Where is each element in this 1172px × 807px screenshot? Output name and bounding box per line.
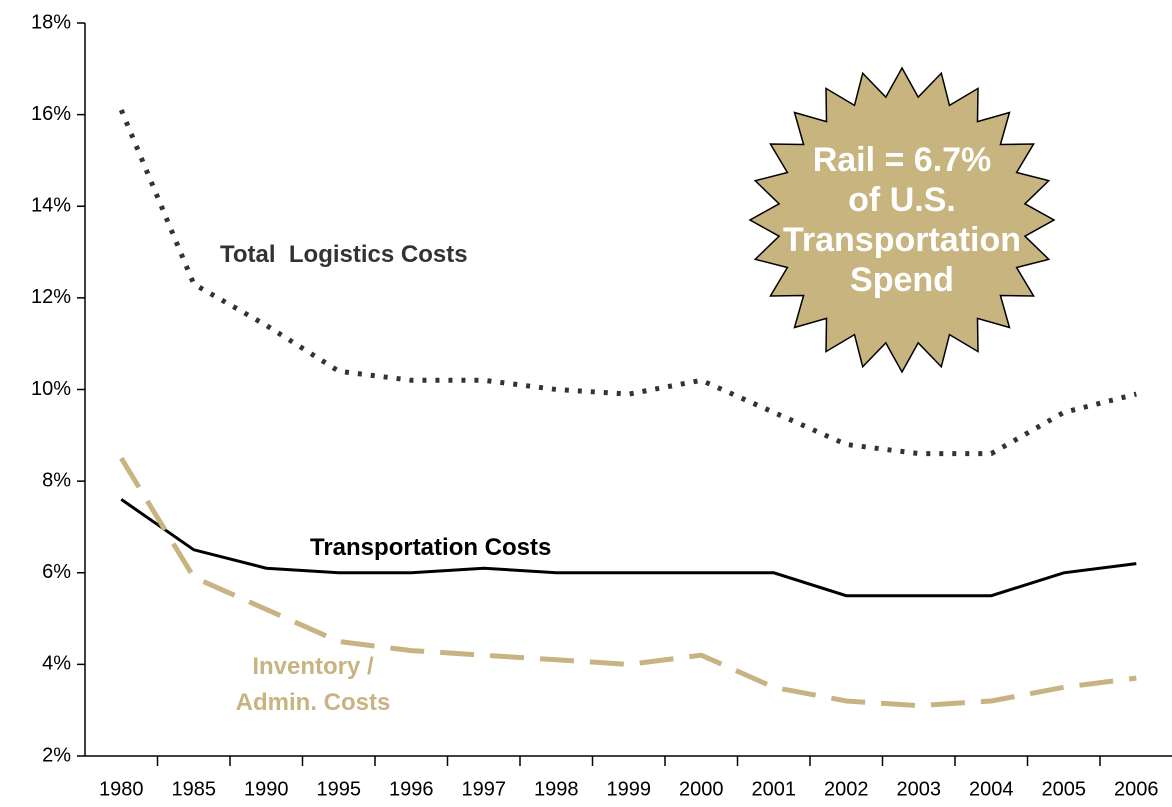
x-tick-label: 1998: [534, 778, 579, 800]
y-tick-label: 16%: [31, 103, 71, 125]
y-tick-label: 12%: [31, 286, 71, 308]
y-tick-label: 6%: [42, 561, 71, 583]
annotation-line: Transportation: [782, 221, 1022, 259]
annotation-line: Spend: [850, 261, 954, 299]
x-tick-label: 1999: [607, 778, 652, 800]
x-tick-label: 2001: [752, 778, 797, 800]
series-label: Total Logistics Costs: [220, 241, 468, 268]
series-line: [118, 109, 1137, 457]
y-tick-label: 10%: [31, 378, 71, 400]
x-tick-label: 1995: [317, 778, 362, 800]
y-tick-label: 18%: [31, 11, 71, 33]
series-line: [120, 498, 1137, 598]
x-tick-label: 1997: [462, 778, 507, 800]
x-tick-label: 2006: [1114, 778, 1159, 800]
series-label: Transportation Costs: [310, 534, 552, 561]
annotation-line: Rail = 6.7%: [812, 141, 992, 179]
y-tick-label: 2%: [42, 744, 71, 766]
x-tick-label: 1980: [99, 778, 144, 800]
annotation-line: of U.S.: [848, 181, 956, 219]
x-tick-label: 1996: [389, 778, 434, 800]
x-tick-label: 2004: [969, 778, 1014, 800]
x-tick-label: 1985: [172, 778, 217, 800]
starburst: [748, 66, 1056, 374]
y-tick-label: 14%: [31, 195, 71, 217]
y-tick-label: 4%: [42, 653, 71, 675]
x-tick-label: 2003: [897, 778, 942, 800]
x-tick-label: 2005: [1042, 778, 1087, 800]
y-tick-label: 8%: [42, 469, 71, 491]
x-tick-label: 2000: [679, 778, 724, 800]
x-tick-label: 2002: [824, 778, 869, 800]
x-tick-label: 1990: [244, 778, 289, 800]
series-label: Inventory / Admin. Costs: [235, 653, 391, 716]
annotation: Rail = 6.7% of U.S. Transportation Spend: [752, 140, 1052, 300]
